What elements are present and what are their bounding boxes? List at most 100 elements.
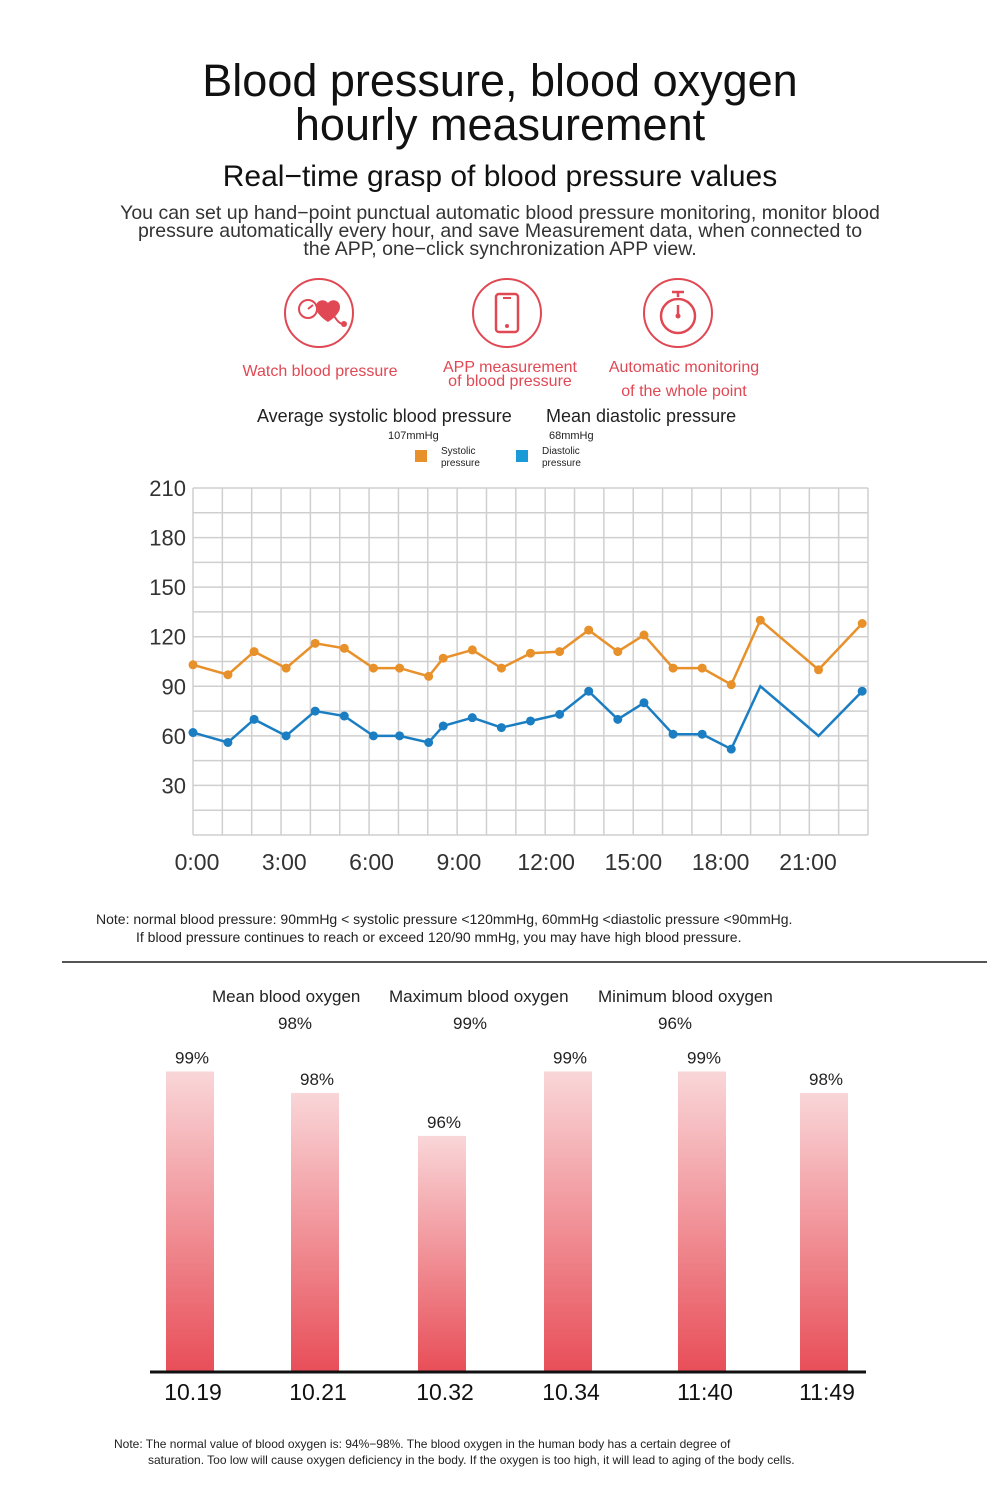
diastolic-point [424,737,434,747]
diastolic-point [526,716,535,726]
feature-label-auto-line2: of the whole point [621,383,747,400]
diastolic-point [223,737,233,747]
x-tick-label: 21:00 [779,849,837,875]
page-title-line1: Blood pressure, blood oxygen [202,55,798,106]
x-tick-label: 12:00 [517,849,575,875]
description-line1: You can set up hand−point punctual autom… [120,202,880,224]
systolic-point [249,647,259,657]
oxygen-note-line1: Note: The normal value of blood oxygen i… [114,1437,731,1451]
feature-app-bp [472,278,542,348]
y-tick-label: 120 [149,625,186,650]
oxygen-category-label: 10.19 [164,1379,222,1405]
oxygen-bar [544,1071,592,1372]
diastolic-point [467,713,477,723]
section-divider [62,961,987,963]
x-tick-label: 18:00 [692,849,750,875]
x-tick-label: 3:00 [262,849,307,875]
systolic-point [697,663,707,673]
diastolic-point [639,698,649,708]
oxygen-bar [678,1071,726,1372]
diastolic-point [857,686,867,696]
diastolic-point [310,706,320,716]
oxygen-mean-value: 98% [278,1014,313,1033]
y-tick-label: 30 [162,773,186,798]
oxygen-max-value: 99% [453,1014,488,1033]
bp-note-line2: If blood pressure continues to reach or … [136,929,742,945]
feature-label-auto-line1: Automatic monitoring [608,359,760,376]
oxygen-mean-title: Mean blood oxygen [212,987,361,1006]
systolic-point [339,643,349,653]
systolic-point [555,647,565,657]
systolic-point [188,660,198,670]
systolic-point [584,625,594,635]
oxygen-category-label: 10.34 [542,1379,600,1405]
oxygen-category-label: 11:49 [799,1379,855,1405]
legend-systolic-label: Systolic pressure [441,446,480,469]
diastolic-point [249,714,259,724]
oxygen-max-title: Maximum blood oxygen [389,987,569,1006]
y-tick-label: 60 [162,724,186,749]
diastolic-point [555,709,565,719]
oxygen-bar [800,1092,848,1372]
systolic-average-value: 107mmHg [388,430,439,442]
oxygen-bar-data-label: 96% [427,1113,461,1132]
page-title-line2: hourly measurement [294,99,706,150]
systolic-point [496,663,506,673]
systolic-point [467,645,477,655]
diastolic-point [668,729,678,739]
systolic-point [726,680,736,690]
feature-watch-bp [284,278,354,348]
systolic-point [223,670,233,680]
description-line3: the APP, one−click synchronization APP v… [303,238,697,260]
diastolic-point [496,723,506,733]
systolic-point [438,653,448,663]
y-tick-label: 90 [162,674,186,699]
oxygen-bar-data-label: 98% [300,1070,334,1089]
heart-pressure-gauge-icon [284,278,354,348]
blood-pressure-line-chart: 30 60 90 120 150 180 210 0:00 3:00 6:00 9:00 12:00 1… [149,476,869,875]
description-line2: pressure automatically every hour, and s… [137,220,863,242]
systolic-point [526,648,535,658]
systolic-point [639,630,649,640]
smartphone-icon [472,278,542,348]
feature-label-app-bp-line1: APP measurement [443,359,577,376]
systolic-point [857,618,867,628]
x-tick-label: 0:00 [175,849,220,875]
oxygen-bar [166,1071,214,1372]
diastolic-point [726,744,736,754]
page-subtitle: Real−time grasp of blood pressure values [222,160,778,193]
diastolic-point [438,721,448,731]
x-tick-label: 9:00 [436,849,481,875]
systolic-average-title: Average systolic blood pressure [257,406,512,426]
systolic-point [668,663,678,673]
legend-systolic-swatch [415,450,427,462]
systolic-point [310,638,320,648]
x-tick-label: 6:00 [349,849,394,875]
oxygen-bar-data-label: 99% [687,1048,721,1067]
oxygen-bar-data-label: 99% [553,1048,587,1067]
diastolic-point [188,728,198,738]
diastolic-point [697,729,707,739]
oxygen-category-label: 10.21 [289,1379,347,1405]
diastolic-average-value: 68mmHg [549,430,594,442]
oxygen-bar-data-label: 99% [175,1048,209,1067]
diastolic-point [339,711,349,721]
diastolic-point [281,731,291,741]
oxygen-bar [418,1135,466,1372]
oxygen-min-title: Minimum blood oxygen [598,987,773,1006]
stopwatch-icon [643,278,713,348]
oxygen-category-label: 11:40 [677,1379,733,1405]
systolic-point [368,663,378,673]
diastolic-point [368,731,378,741]
legend-diastolic-swatch [516,450,528,462]
y-tick-label: 180 [149,526,186,551]
systolic-point [395,663,405,673]
oxygen-category-label: 10.32 [416,1379,474,1405]
x-tick-label: 15:00 [605,849,663,875]
systolic-point [424,671,434,681]
y-tick-label: 150 [149,575,186,600]
bp-note-line1: Note: normal blood pressure: 90mmHg < sy… [96,911,793,927]
diastolic-average-title: Mean diastolic pressure [546,406,737,426]
systolic-point [814,665,824,675]
systolic-point [613,647,623,657]
